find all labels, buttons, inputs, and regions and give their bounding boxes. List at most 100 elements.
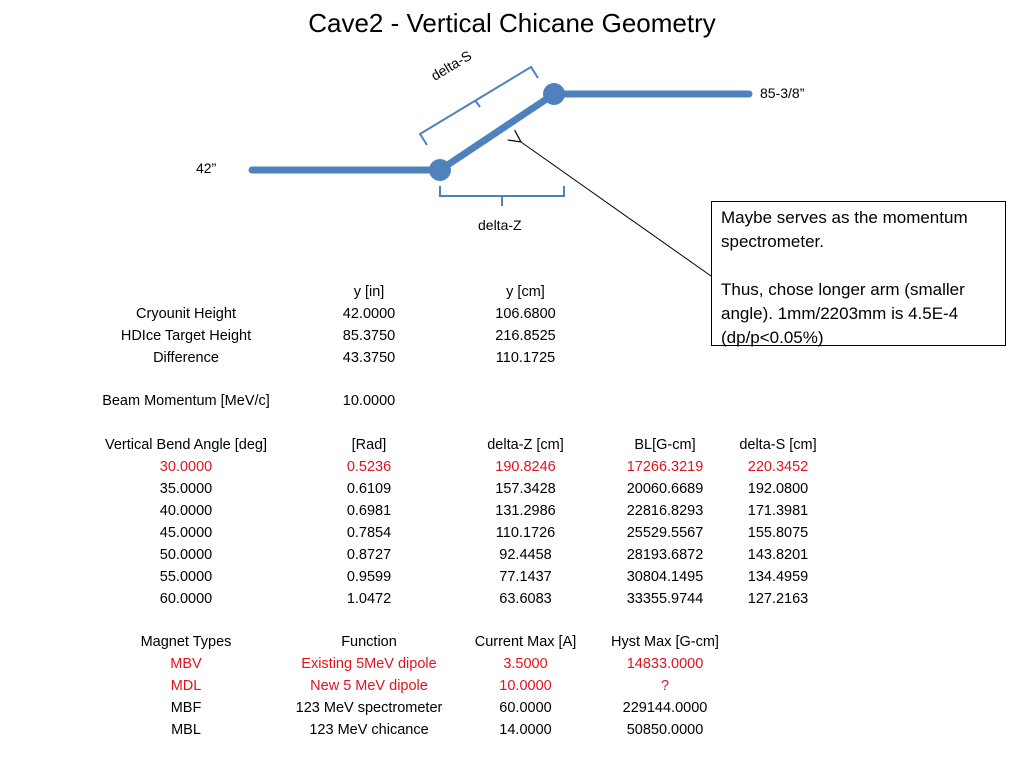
table-row: MBV Existing 5MeV dipole 3.5000 14833.0000 [83,653,728,675]
callout-arrow [521,142,712,277]
table-cell: 0.6109 [346,481,392,497]
table-cell: 229144.0000 [622,700,708,716]
beam-momentum-value: 10.0000 [342,393,396,409]
table-row: 50.0000 0.8727 92.4458 28193.6872 143.8201 [83,544,828,566]
header-cell: BL[G-cm] [634,437,696,453]
table-row: MDL New 5 MeV dipole 10.0000? [83,675,728,697]
table-cell: 35.0000 [159,481,213,497]
table-cell: 220.3452 [747,459,809,475]
table-cell: 10.0000 [499,678,552,694]
table-cell: 192.0800 [747,481,809,497]
beam-momentum-label: Beam Momentum [MeV/c] [102,393,270,409]
table-cell: New 5 MeV dipole [310,678,428,694]
table-row: 35.0000 0.6109 157.3428 20060.6689 192.0800 [83,478,828,500]
heights-header-row: y [in] y [cm] [83,281,602,303]
table-cell: ? [660,678,670,694]
header-cell: delta-Z [cm] [487,437,564,453]
table-cell: 190.8246 [495,459,556,475]
table-row: MBF 123 MeV spectrometer 60.0000 229144.000… [83,697,728,719]
beam-momentum-table: Beam Momentum [MeV/c] 10.0000 [83,390,449,412]
table-cell: Cryounit Height [136,306,236,322]
table-cell: 55.0000 [159,569,213,585]
table-row: HDIce Target Height 85.3750 216.8525 [83,325,602,347]
table-cell: 110.1725 [495,350,556,366]
header-cell: Hyst Max [G-cm] [611,634,719,650]
table-cell: 155.8075 [747,525,809,541]
table-cell: 60.0000 [159,591,213,607]
table-row: Difference 43.3750 110.1725 [83,347,602,369]
header-cell [83,281,289,303]
header-cell: Magnet Types [140,634,232,650]
table-cell: 110.1726 [495,525,556,541]
table-row: 40.0000 0.6981 131.2986 22816.8293 171.3981 [83,500,828,522]
table-cell: 3.5000 [503,656,548,672]
table-cell: 77.1437 [499,569,552,585]
table-cell: 28193.6872 [626,547,704,563]
header-cell: y [cm] [506,284,545,300]
table-cell: 0.9599 [346,569,392,585]
table-cell: 0.8727 [346,547,392,563]
table-cell: MDL [170,678,202,694]
delta-z-bracket [439,186,565,206]
label-85-inch: 85-3/8” [760,85,805,101]
table-row: Cryounit Height 42.0000 106.6800 [83,303,602,325]
table-row: 30.0000 0.5236 190.8246 17266.3219 220.3452 [83,456,828,478]
table-cell: 14.0000 [499,722,552,738]
table-row: 45.0000 0.7854 110.1726 25529.5567 155.8075 [83,522,828,544]
table-cell: 45.0000 [159,525,213,541]
table-cell: 30.0000 [159,459,213,475]
table-cell: 92.4458 [499,547,552,563]
table-cell: 123 MeV spectrometer [295,700,443,716]
table-cell: 50.0000 [159,547,213,563]
header-cell: Function [341,634,397,650]
table-cell: 123 MeV chicance [309,722,429,738]
header-cell: y [in] [353,284,385,300]
table-cell: 0.5236 [346,459,392,475]
table-cell: MBL [171,722,201,738]
table-cell: 0.7854 [346,525,392,541]
table-cell: HDIce Target Height [120,328,252,344]
bend-header-row: Vertical Bend Angle [deg] [Rad] delta-Z [c… [83,434,828,456]
table-cell: 50850.0000 [626,722,704,738]
header-cell: [Rad] [351,437,387,453]
callout-line-1: Maybe serves as the momentum spectromete… [721,208,968,251]
table-cell: 216.8525 [495,328,556,344]
callout-line-2: Thus, chose longer arm (smaller angle). … [721,280,965,347]
magnet-types-table: Magnet Types Function Current Max [A] Hyst … [83,631,728,741]
beam-bend-segment [436,90,558,174]
callout-box: Maybe serves as the momentum spectromete… [711,201,1006,347]
table-cell: 42.0000 [342,306,396,322]
table-cell: 60.0000 [499,700,552,716]
magnets-header-row: Magnet Types Function Current Max [A] Hyst … [83,631,728,653]
delta-s-bracket [418,65,539,146]
table-cell: 63.6083 [499,591,552,607]
table-cell: 22816.8293 [626,503,704,519]
table-cell: 33355.9744 [626,591,704,607]
slide-title: Cave2 - Vertical Chicane Geometry [308,8,716,38]
table-cell: 30804.1495 [626,569,704,585]
table-cell: 171.3981 [747,503,809,519]
table-row: Beam Momentum [MeV/c] 10.0000 [83,390,449,412]
table-cell: 25529.5567 [626,525,704,541]
table-cell: 14833.0000 [626,656,704,672]
heights-table: y [in] y [cm] Cryounit Height 42.0000 10… [83,281,602,369]
table-cell: 127.2163 [747,591,809,607]
dipole-lower-dot [429,159,451,181]
header-cell: Current Max [A] [474,634,577,650]
table-cell: 17266.3219 [626,459,704,475]
table-row: 60.0000 1.0472 63.6083 33355.9744 127.2163 [83,588,828,610]
table-cell: 0.6981 [346,503,392,519]
dipole-upper-dot [543,83,565,105]
table-row: MBL 123 MeV chicance 14.0000 50850.0000 [83,719,728,741]
table-cell: 20060.6689 [626,481,704,497]
header-cell: delta-S [cm] [739,437,817,453]
table-cell: 134.4959 [747,569,809,585]
table-cell: 106.6800 [495,306,556,322]
table-cell: Difference [153,350,219,366]
bend-angle-table: Vertical Bend Angle [deg] [Rad] delta-Z [c… [83,434,828,610]
table-cell: 1.0472 [346,591,392,607]
header-cell: Vertical Bend Angle [deg] [104,437,268,453]
table-cell: 43.3750 [342,350,396,366]
table-cell: MBF [170,700,202,716]
